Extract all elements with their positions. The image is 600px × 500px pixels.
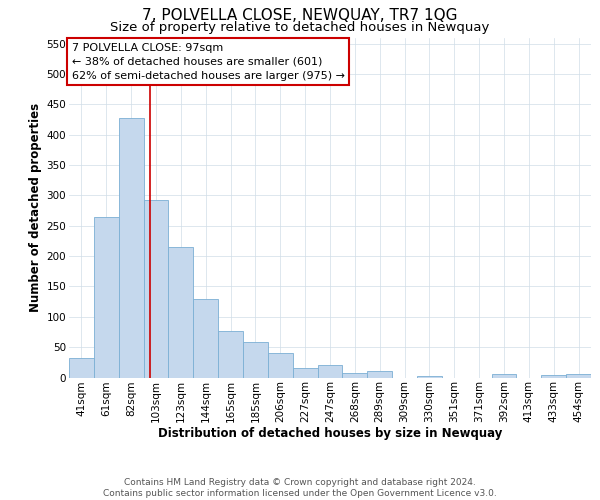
Text: Size of property relative to detached houses in Newquay: Size of property relative to detached ho… [110, 21, 490, 34]
Bar [367, 372, 392, 378]
X-axis label: Distribution of detached houses by size in Newquay: Distribution of detached houses by size … [158, 426, 502, 440]
Bar [417, 376, 442, 378]
Bar [119, 118, 143, 378]
Bar [343, 373, 367, 378]
Bar [491, 374, 517, 378]
Bar [293, 368, 317, 378]
Bar [218, 332, 243, 378]
Bar [268, 353, 293, 378]
Y-axis label: Number of detached properties: Number of detached properties [29, 103, 43, 312]
Bar [317, 366, 343, 378]
Bar [143, 200, 169, 378]
Text: 7, POLVELLA CLOSE, NEWQUAY, TR7 1QG: 7, POLVELLA CLOSE, NEWQUAY, TR7 1QG [142, 8, 458, 22]
Bar [69, 358, 94, 378]
Bar [193, 298, 218, 378]
Text: Contains HM Land Registry data © Crown copyright and database right 2024.
Contai: Contains HM Land Registry data © Crown c… [103, 478, 497, 498]
Bar [94, 216, 119, 378]
Bar [541, 375, 566, 378]
Bar [243, 342, 268, 378]
Bar [566, 374, 591, 378]
Text: 7 POLVELLA CLOSE: 97sqm
← 38% of detached houses are smaller (601)
62% of semi-d: 7 POLVELLA CLOSE: 97sqm ← 38% of detache… [71, 42, 344, 80]
Bar [169, 247, 193, 378]
